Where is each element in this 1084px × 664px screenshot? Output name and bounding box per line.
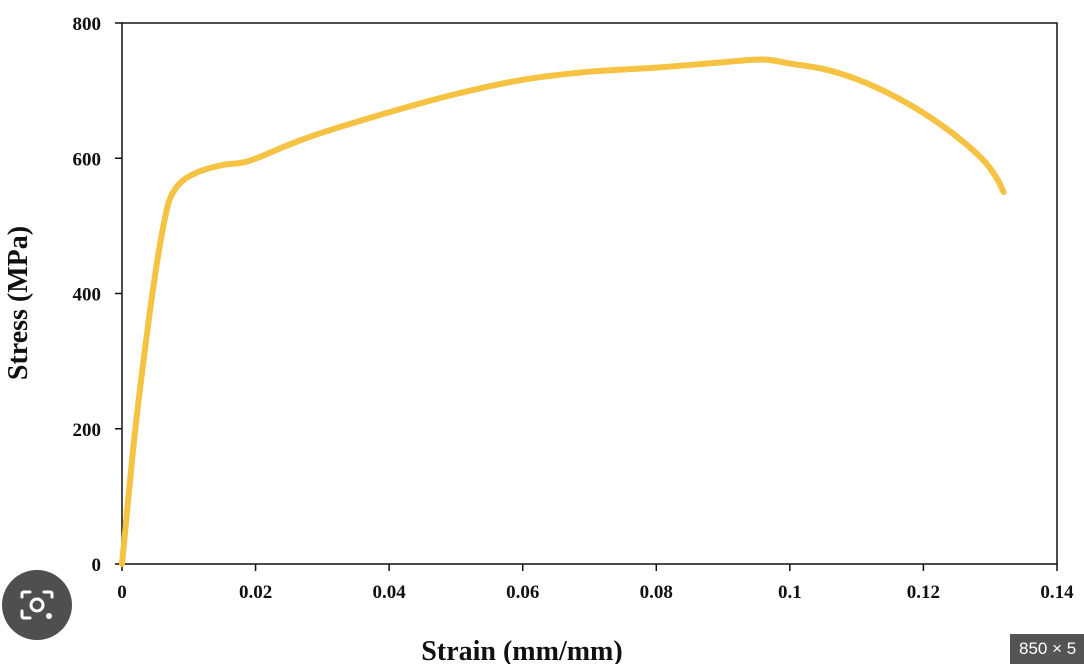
x-tick-label: 0.1 <box>778 582 802 603</box>
y-tick-label: 600 <box>73 149 102 170</box>
x-tick-label: 0 <box>117 582 127 603</box>
y-axis-title: Stress (MPa) <box>3 226 34 380</box>
y-tick-label: 800 <box>73 14 102 35</box>
x-tick-label: 0.02 <box>239 582 272 603</box>
x-tick-label: 0.06 <box>506 582 539 603</box>
lens-search-button[interactable] <box>2 570 72 640</box>
x-axis-ticks: 0 0.02 0.04 0.06 0.08 0.1 0.12 0.14 <box>117 564 1074 603</box>
stress-strain-curve <box>119 56 1007 567</box>
y-tick-label: 400 <box>73 285 102 306</box>
y-tick-label: 0 <box>92 555 102 576</box>
x-axis-title: Strain (mm/mm) <box>421 636 622 664</box>
x-tick-label: 0.08 <box>640 582 673 603</box>
image-size-badge: 850 × 5 <box>1010 634 1084 664</box>
plot-frame <box>121 22 1058 565</box>
y-tick-label: 200 <box>73 420 102 441</box>
x-tick-label: 0.12 <box>907 582 940 603</box>
camera-search-icon <box>20 590 54 620</box>
x-tick-label: 0.04 <box>373 582 407 603</box>
x-tick-label: 0.14 <box>1040 582 1074 603</box>
y-axis-ticks: 0 200 400 600 800 <box>73 14 122 576</box>
